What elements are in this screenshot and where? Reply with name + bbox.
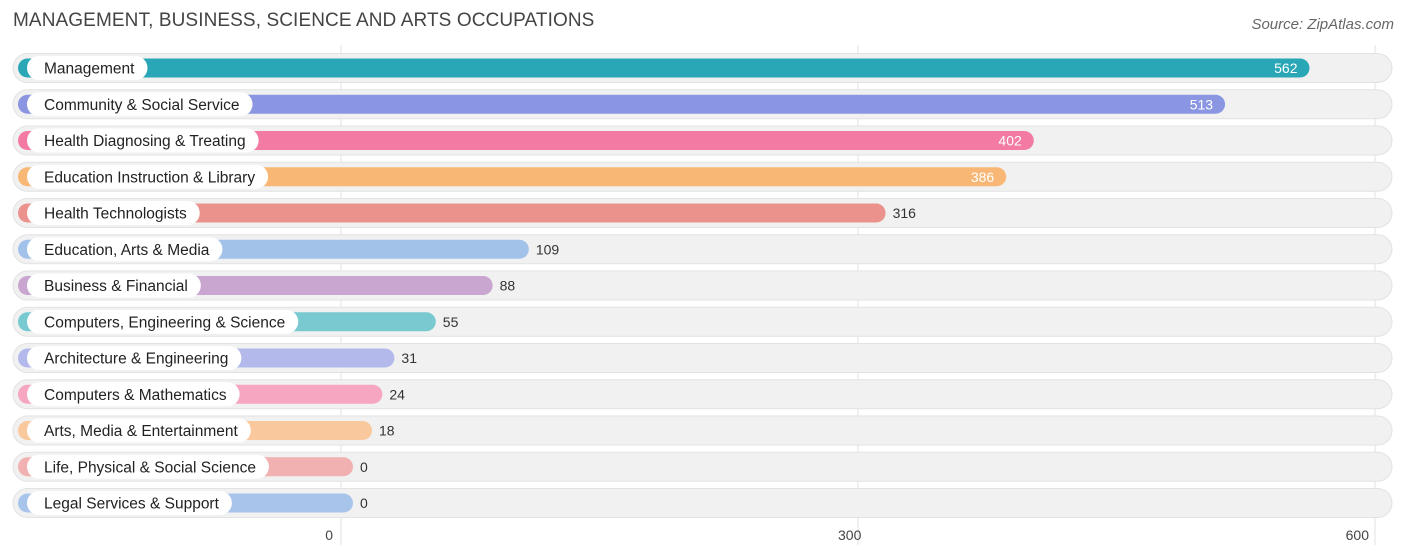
category-label-pill bbox=[27, 454, 269, 479]
source-label: Source: ZipAtlas.com bbox=[1251, 16, 1394, 33]
category-label: Computers & Mathematics bbox=[44, 387, 227, 404]
category-label-pill bbox=[27, 237, 223, 262]
category-label-pill bbox=[27, 201, 200, 225]
value-label: 55 bbox=[443, 314, 459, 330]
category-label: Architecture & Engineering bbox=[44, 351, 228, 368]
x-tick-label: 300 bbox=[838, 527, 862, 543]
category-label: Business & Financial bbox=[44, 278, 188, 295]
value-label: 109 bbox=[536, 241, 560, 257]
category-label: Education Instruction & Library bbox=[44, 169, 255, 186]
value-label: 0 bbox=[360, 495, 368, 511]
value-label: 88 bbox=[500, 278, 516, 294]
value-label: 31 bbox=[401, 350, 417, 366]
chart-title: MANAGEMENT, BUSINESS, SCIENCE AND ARTS O… bbox=[13, 10, 595, 31]
value-label: 24 bbox=[389, 386, 405, 402]
category-label: Management bbox=[44, 61, 135, 78]
value-label: 316 bbox=[893, 205, 917, 221]
category-label-pill bbox=[27, 491, 232, 515]
category-label-pill bbox=[27, 273, 201, 298]
category-label-pill bbox=[27, 346, 242, 370]
value-label: 386 bbox=[971, 169, 995, 185]
category-label-pill bbox=[27, 128, 259, 153]
value-label: 0 bbox=[360, 459, 368, 475]
x-tick-label: 0 bbox=[325, 527, 333, 543]
category-label: Legal Services & Support bbox=[44, 496, 220, 513]
bar bbox=[18, 131, 1034, 150]
value-label: 18 bbox=[379, 423, 395, 439]
value-label: 562 bbox=[1274, 60, 1298, 76]
bar-track bbox=[12, 488, 1393, 518]
category-label-pill bbox=[27, 92, 253, 117]
category-label-pill bbox=[27, 56, 148, 80]
bar bbox=[18, 203, 886, 223]
category-label: Education, Arts & Media bbox=[44, 242, 210, 259]
bar-track bbox=[12, 451, 1393, 482]
value-label: 402 bbox=[998, 133, 1022, 149]
category-label-pill bbox=[27, 309, 299, 334]
category-label-pill bbox=[27, 164, 269, 189]
category-label: Health Technologists bbox=[44, 206, 187, 223]
value-label: 513 bbox=[1190, 96, 1214, 112]
x-tick-label: 600 bbox=[1346, 527, 1370, 543]
category-label: Community & Social Service bbox=[44, 97, 240, 114]
bars-group: Management 562 Community & Social Service 5… bbox=[12, 53, 1393, 518]
category-label-pill bbox=[27, 418, 251, 443]
category-label: Computers, Engineering & Science bbox=[44, 314, 285, 331]
bar bbox=[18, 94, 1226, 114]
category-label: Life, Physical & Social Science bbox=[44, 459, 256, 476]
category-label: Arts, Media & Entertainment bbox=[44, 423, 239, 440]
bar bbox=[18, 58, 1310, 78]
category-label-pill bbox=[27, 382, 240, 407]
category-label: Health Diagnosing & Treating bbox=[44, 133, 246, 150]
